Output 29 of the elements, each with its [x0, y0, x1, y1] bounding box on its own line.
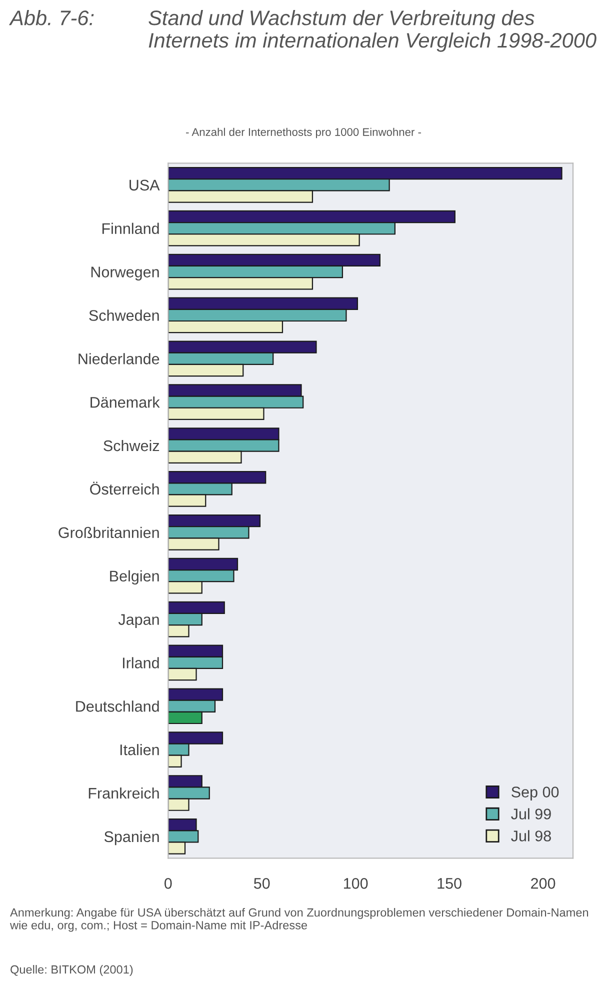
caption: Abb. 7-6:	[8, 10, 94, 26]
y-tick-label: Irland	[123, 657, 159, 668]
legend-label: Sep 00	[512, 786, 559, 800]
x-tick-label: 50	[254, 878, 270, 889]
y-tick-label: Finnland	[102, 222, 159, 234]
y-tick-label: Spanien	[104, 830, 159, 846]
x-tick-label: 150	[438, 878, 462, 889]
y-tick-label: Belgien	[110, 570, 159, 585]
y-tick-label: Japan	[118, 614, 159, 628]
y-tick-label: Österreich	[90, 482, 159, 495]
y-tick-label: Großbritannien	[58, 526, 159, 538]
chart-subtitle: - Anzahl der Internethosts pro 1000 Einwohner -	[186, 128, 421, 138]
chart-title: Stand und Wachstum der Verbreitung des Internets im internationalen Vergleich 1998-2000	[148, 10, 596, 52]
y-tick-label: Schweiz	[104, 440, 160, 452]
x-tick-label: 0	[164, 878, 172, 889]
y-tick-label: Frankreich	[88, 787, 159, 799]
legend-label: Jul 98	[511, 830, 551, 842]
y-tick-label: Norwegen	[91, 266, 159, 280]
text: Anmerkung: Angabe für USA überschätzt auf Grund von Zuordnungsproblemen verschiedener Domain-Namen wie edu, org, com.; Host = Domain-Name mit IP-Adresse	[10, 908, 588, 932]
x-tick-label: 200	[531, 878, 556, 889]
y-tick-label: Niederlande	[78, 353, 160, 364]
y-tick-label: USA	[130, 180, 160, 191]
y-tick-label: Italien	[120, 744, 159, 756]
y-tick-label: Deutschland	[76, 700, 159, 712]
source-note: Quelle: BITKOM (2001)	[10, 965, 133, 976]
y-tick-label: Schweden	[89, 310, 159, 321]
x-tick-label: 100	[344, 878, 368, 889]
y-tick-label: Dänemark	[90, 396, 160, 408]
legend-label: Jul 99	[511, 808, 551, 820]
